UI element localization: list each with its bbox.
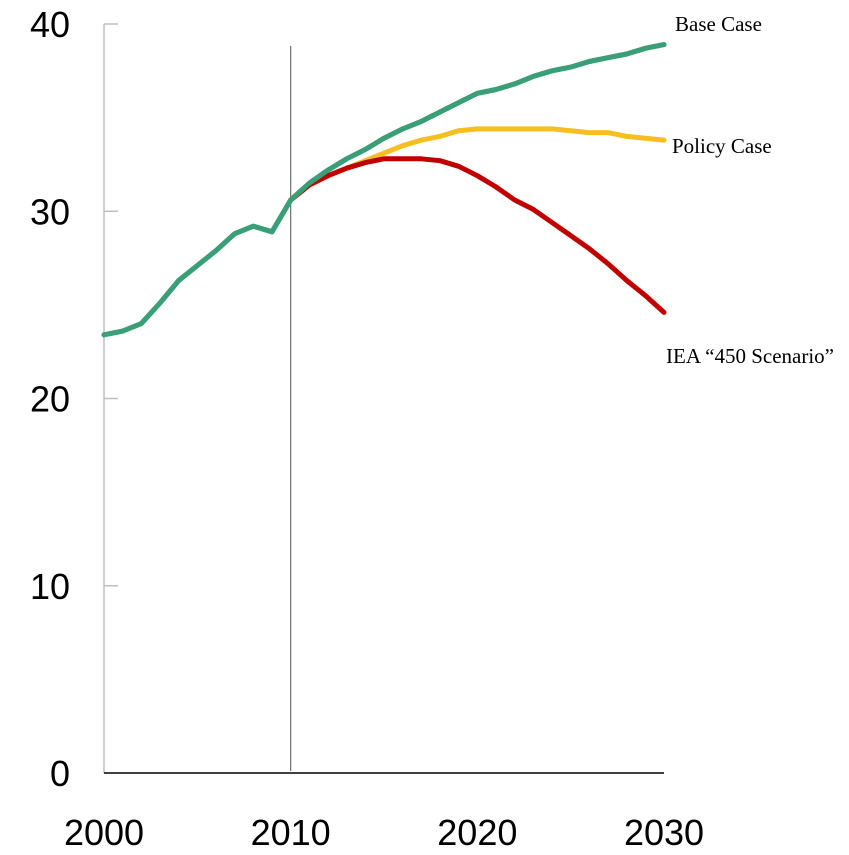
series-line-base-case [101,42,667,338]
x-tick-label: 2020 [437,812,517,853]
series-labels: Base Case Policy Case IEA “450 Scenario” [666,12,834,368]
y-tick-label: 0 [50,753,70,794]
x-tick-label: 2010 [251,812,331,853]
y-tick-label: 30 [30,191,70,232]
series-label-iea-450-scenario: IEA “450 Scenario” [666,344,834,368]
series-label-policy-case: Policy Case [672,134,772,158]
y-tick-label: 20 [30,379,70,420]
x-tick-label: 2000 [64,812,144,853]
series-group [101,42,667,338]
series-line-base-case-overlay [101,42,667,338]
y-tick-label: 40 [30,4,70,45]
y-tick-label: 10 [30,566,70,607]
series-line-iea-450-scenario [288,156,667,315]
x-tick-label: 2030 [624,812,704,853]
series-line-policy-case [288,126,667,203]
series-label-base-case: Base Case [675,12,762,36]
